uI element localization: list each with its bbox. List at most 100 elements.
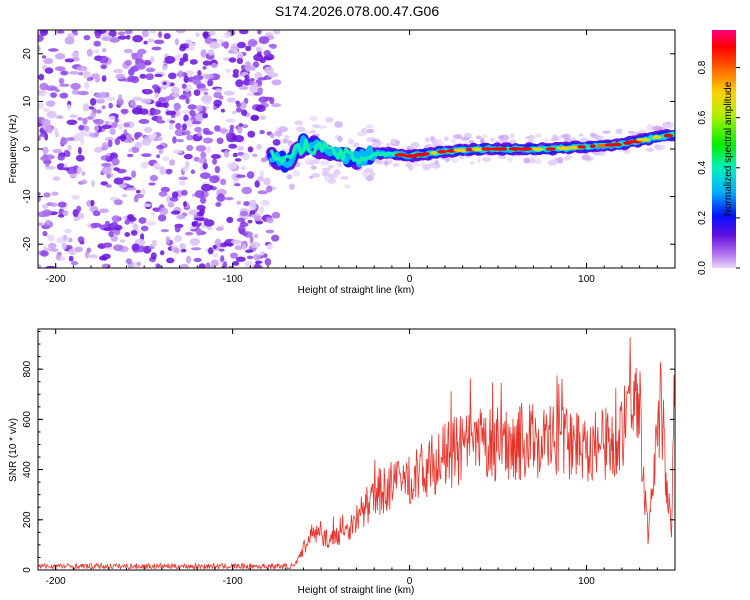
noise-blob [81,171,86,176]
halo-blob [510,133,515,139]
noise-blob [247,146,254,153]
halo-blob [481,134,488,138]
noise-blob [220,42,228,47]
noise-blob [38,264,42,268]
noise-blob [214,88,223,93]
noise-blob [171,191,179,198]
halo-blob [412,163,421,167]
noise-blob [253,253,261,261]
noise-blob [249,78,255,82]
noise-blob [76,166,83,174]
noise-blob [166,195,172,203]
halo-blob [405,162,412,168]
noise-blob [39,30,49,36]
noise-blob [106,173,112,179]
noise-blob [192,79,202,85]
noise-blob [198,263,206,268]
noise-blob [92,119,100,123]
halo-blob [284,135,290,140]
noise-blob [249,236,254,244]
noise-blob [48,48,59,52]
noise-blob [183,130,191,136]
noise-blob [165,236,171,245]
noise-blob [143,40,148,45]
noise-blob [131,146,140,153]
noise-blob [111,157,120,166]
noise-blob [90,222,102,228]
noise-blob [236,51,244,59]
noise-blob [236,125,243,134]
noise-blob [195,32,200,37]
noise-blob [149,243,157,247]
noise-blob [202,127,210,134]
hot-spot [545,147,556,151]
halo-blob [292,170,301,177]
noise-blob [101,166,112,175]
noise-blob [218,128,229,134]
noise-blob [90,199,95,207]
halo-blob [325,117,334,123]
noise-blob [122,215,128,220]
noise-blob [188,76,194,83]
noise-blob [50,92,58,98]
noise-blob [241,186,253,195]
noise-blob [108,30,117,38]
noise-blob [148,182,156,186]
noise-blob [202,113,209,119]
noise-blob [232,68,239,75]
noise-blob [200,196,207,204]
noise-blob [257,87,263,95]
noise-blob [213,99,222,107]
noise-blob [259,115,266,121]
noise-blob [143,127,153,133]
hot-spot [453,148,468,153]
noise-blob [164,55,176,64]
noise-blob [178,60,184,66]
noise-blob [153,162,161,170]
noise-blob [134,131,143,138]
hot-spot [437,150,447,154]
noise-blob [266,185,273,193]
noise-blob [38,102,44,109]
noise-blob [217,193,224,199]
noise-blob [253,234,259,239]
noise-blob [101,124,112,130]
halo-blob [334,121,343,128]
noise-blob [254,180,260,188]
noise-blob [152,132,157,138]
noise-blob [49,248,59,252]
noise-blob [173,109,181,117]
noise-blob [181,123,187,131]
halo-blob [476,158,481,163]
noise-blob [241,152,250,161]
noise-blob [108,102,113,109]
noise-blob [253,264,263,268]
noise-blob [130,230,138,236]
halo-blob [366,128,375,134]
noise-blob [120,108,129,114]
halo-blob [550,137,560,142]
noise-blob [105,96,116,101]
noise-blob [197,70,202,76]
noise-blob [93,125,99,132]
noise-blob [209,41,221,49]
noise-blob [94,146,104,153]
noise-blob [266,217,274,224]
noise-blob [156,145,165,150]
noise-blob [237,151,245,156]
noise-blob [59,83,70,87]
noise-blob [90,111,96,119]
snr-ticks: -200 -100 0 100 0 200 400 600 800 [22,329,676,587]
noise-blob [181,83,187,89]
halo-blob [384,160,389,167]
noise-blob [242,243,247,251]
noise-blob [126,134,133,139]
noise-blob [194,126,202,133]
noise-blob [199,172,211,180]
noise-blob [109,127,116,135]
noise-blob [77,90,89,96]
noise-blob [189,43,196,47]
halo-blob [424,137,430,143]
halo-blob [309,175,314,179]
halo-blob [547,159,558,166]
